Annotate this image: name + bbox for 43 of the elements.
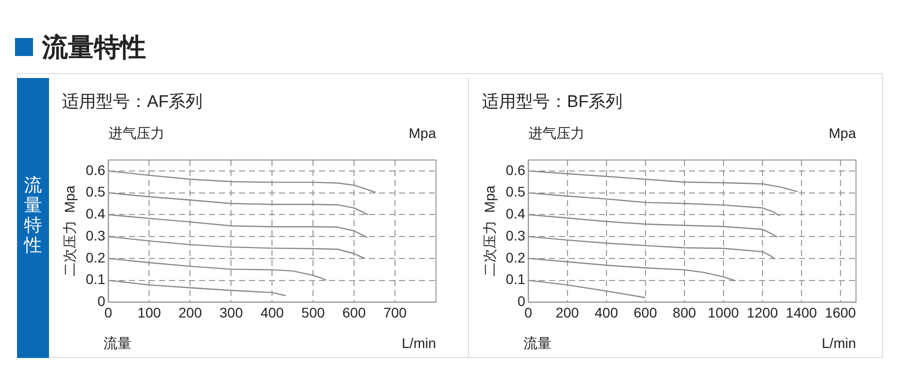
x-tick-label: 600 <box>342 304 366 320</box>
text: Mpa <box>828 124 856 141</box>
y-axis-title: 二次压力 Mpa <box>481 185 498 277</box>
x-tick-label: 400 <box>594 304 618 320</box>
y-tick-label: 0.6 <box>86 162 106 178</box>
text: 进气压力 <box>108 124 164 141</box>
x-tick-label: 200 <box>178 304 202 320</box>
x-tick-label: 400 <box>260 304 284 320</box>
x-axis-title: 流量 <box>103 335 132 352</box>
y-axis-title: 二次压力 Mpa <box>61 185 78 277</box>
y-tick-label: 0.1 <box>86 271 106 288</box>
x-tick-label: 800 <box>672 304 696 320</box>
x-tick-label: 1400 <box>786 304 818 320</box>
text: 进气压力 <box>528 124 584 141</box>
text: 流量特性 <box>22 175 43 255</box>
y-tick-label: 0.4 <box>506 206 526 222</box>
y-tick-label: 0.5 <box>506 184 526 200</box>
text: Mpa <box>408 124 436 141</box>
y-tick-label: 0.3 <box>86 227 106 244</box>
x-tick-label: 300 <box>219 304 244 320</box>
chart-title: 适用型号：AF系列 <box>62 91 203 113</box>
x-tick-label: 700 <box>383 304 407 320</box>
x-tick-label: 600 <box>634 304 658 320</box>
x-tick-label: 100 <box>138 304 162 320</box>
chart-title: 适用型号：BF系列 <box>482 91 623 113</box>
text: L/min <box>822 335 856 352</box>
y-tick-label: 0.3 <box>506 227 526 244</box>
x-tick-label: 1000 <box>708 304 740 320</box>
x-tick-label: 1200 <box>746 304 778 320</box>
x-tick-label: 1600 <box>824 304 856 320</box>
x-tick-label: 500 <box>301 304 325 320</box>
y-tick-label: 0.4 <box>86 206 106 222</box>
y-tick-label: 0.2 <box>506 249 526 266</box>
x-axis-title: 流量 <box>523 335 552 352</box>
y-tick-label: 0.5 <box>86 184 106 200</box>
y-tick-label: 0.1 <box>506 271 526 288</box>
y-tick-label: 0.2 <box>86 249 106 266</box>
y-tick-label: 0 <box>97 293 106 310</box>
y-tick-label: 0 <box>517 293 526 310</box>
text: 流量特性 <box>42 31 146 64</box>
y-tick-label: 0.6 <box>506 162 526 178</box>
x-tick-label: 200 <box>556 304 580 320</box>
text: L/min <box>402 335 436 352</box>
